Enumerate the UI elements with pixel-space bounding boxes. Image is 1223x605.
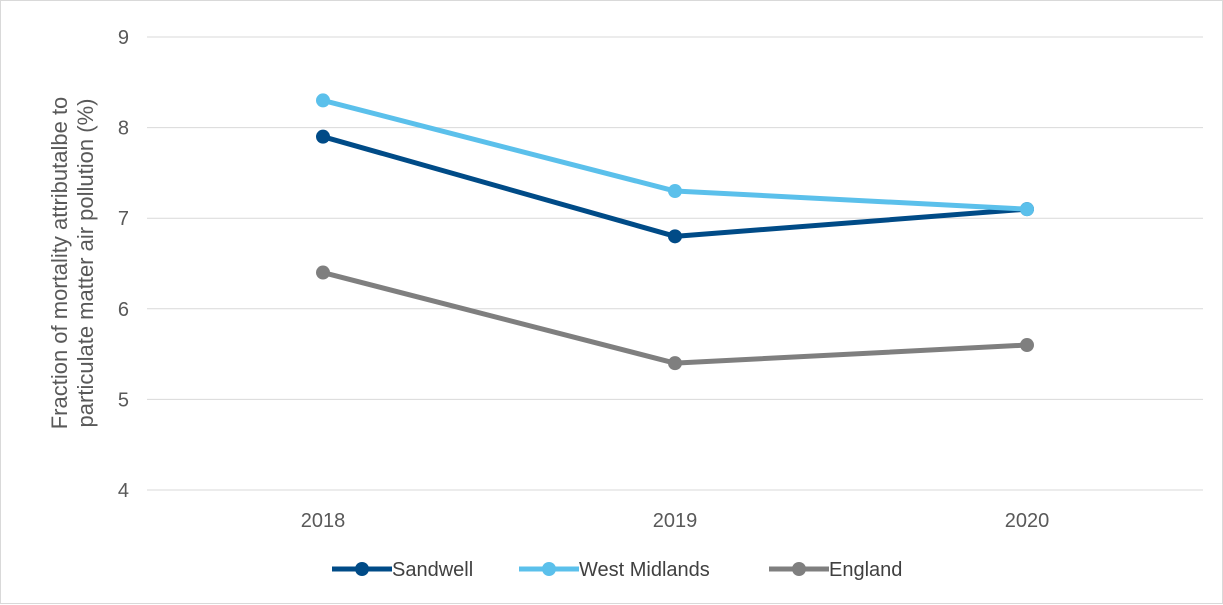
- data-point-england: [316, 265, 330, 280]
- legend-label-west-midlands: West Midlands: [579, 559, 710, 581]
- y-axis-ticks: 4 5 6 7 8 9: [118, 27, 129, 502]
- y-axis-title: Fraction of mortality attributalbe to pa…: [47, 97, 98, 430]
- y-tick-label: 9: [118, 27, 129, 49]
- data-point-england: [1020, 338, 1034, 353]
- y-tick-label: 5: [118, 389, 129, 411]
- legend-marker-west-midlands: [542, 562, 556, 576]
- y-axis-title-line-1: Fraction of mortality attributalbe to: [47, 97, 72, 430]
- series-lines: [316, 93, 1034, 371]
- x-axis-ticks: 2018 2019 2020: [301, 510, 1050, 532]
- y-tick-label: 7: [118, 208, 129, 230]
- x-tick-label: 2018: [301, 510, 346, 532]
- data-point-west-midlands: [668, 184, 682, 199]
- gridlines: [147, 36, 1203, 491]
- y-axis-title-line-2: particulate matter air pollution (%): [73, 99, 98, 428]
- legend-label-sandwell: Sandwell: [392, 559, 473, 581]
- data-point-west-midlands: [1020, 202, 1034, 217]
- y-tick-label: 6: [118, 299, 129, 321]
- legend: Sandwell West Midlands England: [332, 559, 902, 581]
- y-tick-label: 8: [118, 118, 129, 140]
- y-tick-label: 4: [118, 480, 129, 502]
- legend-label-england: England: [829, 559, 902, 581]
- x-tick-label: 2020: [1005, 510, 1050, 532]
- legend-marker-england: [792, 562, 806, 576]
- x-tick-label: 2019: [653, 510, 698, 532]
- data-point-sandwell: [668, 229, 682, 244]
- legend-marker-sandwell: [355, 562, 369, 576]
- data-point-sandwell: [316, 129, 330, 144]
- data-point-england: [668, 356, 682, 371]
- series-line-england: [320, 270, 1030, 366]
- data-point-west-midlands: [316, 93, 330, 108]
